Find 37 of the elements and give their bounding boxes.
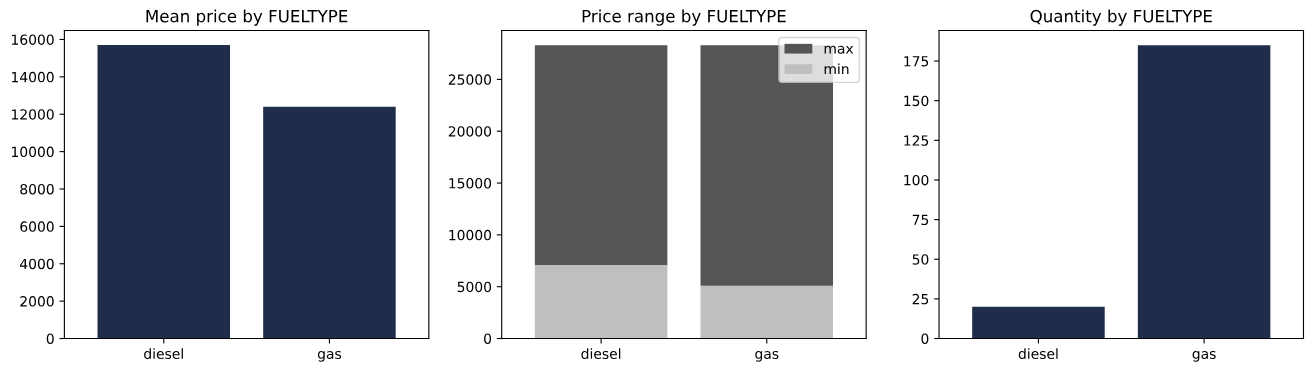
y-tick-label: 4000 — [20, 258, 54, 270]
y-tick-label: 25 — [912, 293, 929, 305]
bar — [534, 45, 668, 265]
y-tick-label: 10000 — [449, 229, 492, 241]
bar — [700, 285, 834, 339]
y-tick-label: 14000 — [12, 71, 54, 83]
y-tick-label: 15000 — [449, 178, 492, 189]
x-tick-label: diesel — [1018, 348, 1058, 359]
bar — [534, 264, 668, 339]
y-tick-label: 8000 — [20, 183, 54, 195]
y-tick-label: 125 — [904, 135, 929, 146]
y-tick-label: 20000 — [448, 126, 492, 137]
y-tick-label: 0 — [46, 333, 54, 344]
chart-title: Quantity by FUELTYPE — [1030, 9, 1212, 26]
y-tick-label: 12000 — [12, 109, 54, 120]
y-tick-label: 100 — [904, 174, 929, 186]
legend-label: max — [824, 45, 854, 54]
x-tick-label: diesel — [144, 348, 183, 359]
y-tick-label: 2000 — [20, 296, 54, 307]
y-tick-label: 0 — [484, 333, 492, 344]
y-tick-label: 16000 — [12, 34, 54, 45]
x-tick-label: diesel — [581, 348, 621, 359]
y-tick-label: 150 — [904, 95, 929, 107]
y-tick-label: 5000 — [457, 281, 492, 293]
x-tick-label: gas — [755, 351, 779, 362]
y-tick-label: 10000 — [12, 146, 54, 158]
y-tick-label: 25000 — [448, 74, 492, 85]
y-tick-label: 6000 — [20, 221, 54, 232]
y-tick-label: 50 — [912, 254, 929, 265]
x-tick-label: gas — [317, 351, 342, 362]
chart-title: Price range by FUELTYPE — [582, 9, 786, 26]
y-tick-label: 175 — [904, 56, 929, 67]
chart-title: Mean price by FUELTYPE — [146, 9, 348, 26]
legend-label: min — [824, 63, 849, 74]
x-tick-label: gas — [1192, 351, 1216, 362]
y-tick-label: 0 — [921, 333, 929, 344]
y-tick-label: 75 — [912, 214, 929, 226]
